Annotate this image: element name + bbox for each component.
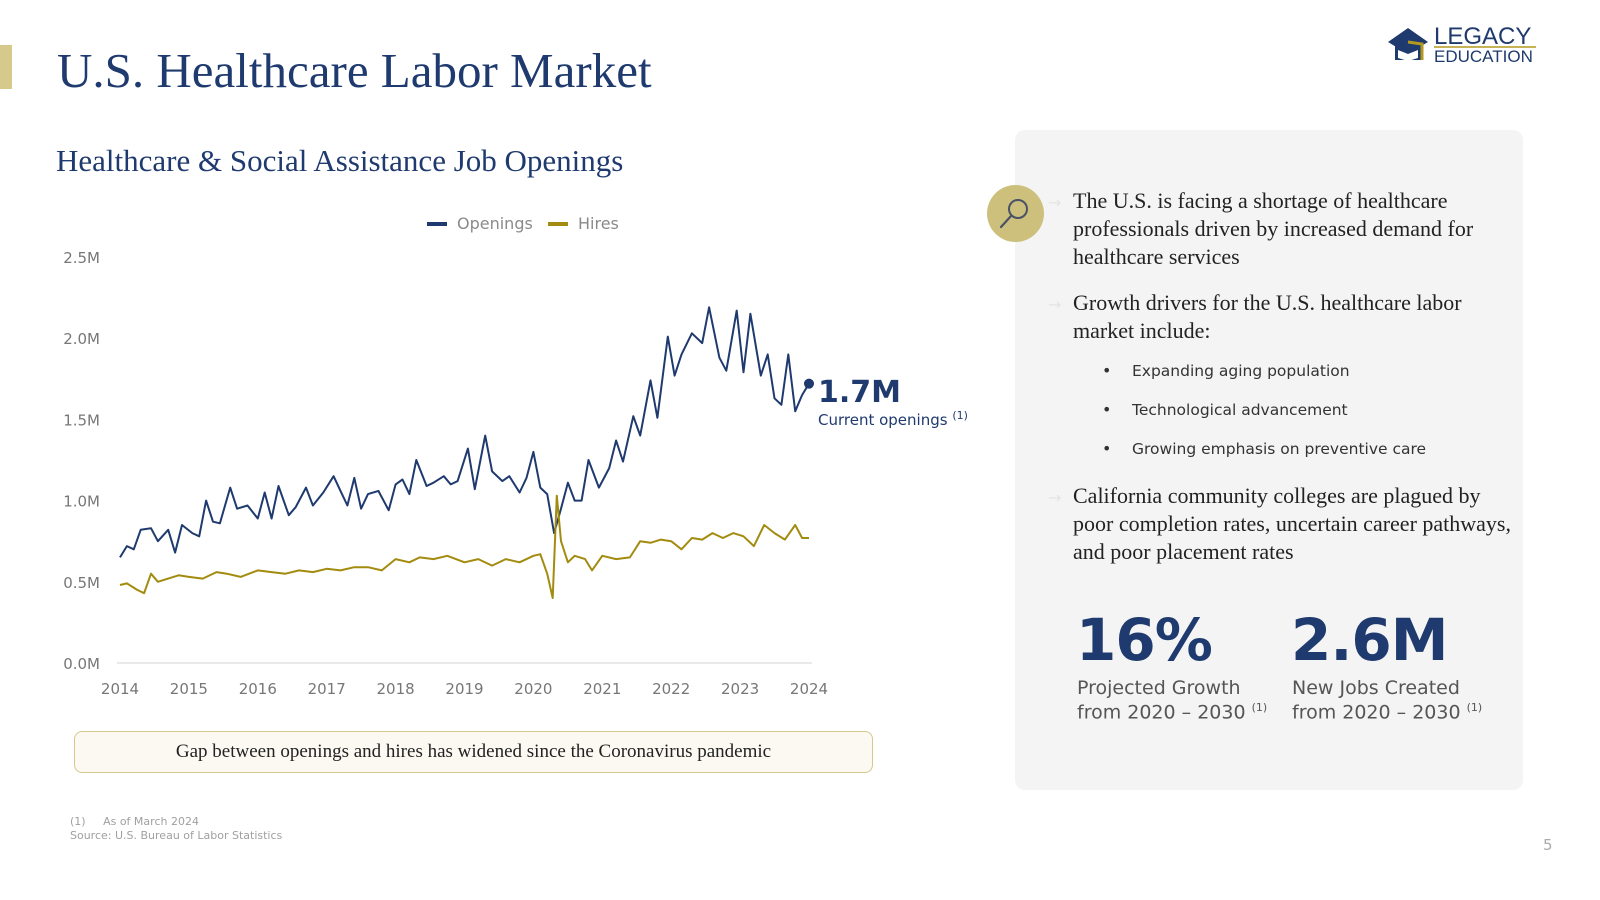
stat-growth-label-line1: Projected Growth [1077, 677, 1241, 699]
magnifying-glass-icon [987, 185, 1044, 242]
footnote-text: As of March 2024 [103, 815, 199, 828]
x-tick-label: 2016 [239, 680, 277, 698]
stat-growth-label: Projected Growth from 2020 – 2030 (1) [1077, 678, 1267, 722]
arrow-bullet-icon: → [1048, 295, 1062, 314]
source-note: Source: U.S. Bureau of Labor Statistics [70, 829, 283, 842]
y-tick-label: 2.0M [63, 330, 100, 348]
footnote-ref: (1) [952, 409, 968, 422]
sub-bullet-1: Expanding aging population [1132, 362, 1350, 380]
stat-jobs-label-line2: from 2020 – 2030 [1292, 701, 1461, 724]
stat-jobs-value: 2.6M [1291, 606, 1448, 674]
sub-bullet-2: Technological advancement [1132, 401, 1348, 419]
y-tick-label: 1.5M [63, 411, 100, 429]
current-openings-label: Current openings (1) [818, 409, 968, 429]
current-openings-point [804, 378, 814, 389]
x-tick-label: 2018 [377, 680, 415, 698]
x-tick-label: 2019 [445, 680, 483, 698]
sub-bullet-dot: • [1102, 439, 1112, 458]
footnote-number: (1) [70, 815, 86, 828]
legend-swatch-openings [427, 221, 447, 226]
series-line-hires [119, 494, 809, 599]
footnote-ref: (1) [1466, 701, 1483, 714]
y-tick-label: 2.5M [63, 249, 100, 267]
sub-bullet-dot: • [1102, 400, 1112, 419]
accent-bar [0, 45, 12, 89]
x-tick-label: 2014 [101, 680, 139, 698]
y-tick-label: 1.0M [63, 493, 100, 511]
sub-bullet-dot: • [1102, 361, 1112, 380]
chart-title: Healthcare & Social Assistance Job Openi… [56, 143, 624, 178]
panel-bullet-2: Growth drivers for the U.S. healthcare l… [1073, 290, 1462, 343]
legend-label-openings: Openings [457, 214, 533, 233]
series-line-openings [119, 306, 810, 558]
stat-jobs-label-line1: New Jobs Created [1292, 677, 1460, 699]
current-openings-value: 1.7M [818, 375, 901, 410]
page-title: U.S. Healthcare Labor Market [57, 43, 652, 98]
legacy-education-logo: LEGACY EDUCATION [1388, 23, 1536, 66]
x-tick-label: 2021 [583, 680, 621, 698]
footnote-ref: (1) [1251, 701, 1268, 714]
x-tick-label: 2015 [170, 680, 208, 698]
x-tick-label: 2022 [652, 680, 690, 698]
gap-callout: Gap between openings and hires has widen… [74, 731, 873, 773]
arrow-bullet-icon: → [1048, 193, 1062, 212]
y-tick-label: 0.0M [63, 655, 100, 673]
footnote-1: (1) As of March 2024 [70, 815, 199, 828]
legend-hires: Hires [548, 214, 619, 233]
x-tick-label: 2024 [790, 680, 828, 698]
stat-growth-value: 16% [1076, 606, 1213, 674]
current-openings-text: Current openings [818, 411, 948, 429]
panel-bullet-3: California community colleges are plague… [1073, 483, 1511, 564]
stat-jobs-label: New Jobs Created from 2020 – 2030 (1) [1292, 678, 1482, 722]
x-tick-label: 2017 [308, 680, 346, 698]
logo-line1: LEGACY [1434, 23, 1531, 50]
panel-bullet-1: The U.S. is facing a shortage of healthc… [1073, 188, 1474, 269]
legend-openings: Openings [427, 214, 533, 233]
x-tick-label: 2020 [514, 680, 552, 698]
logo-line2: EDUCATION [1434, 47, 1533, 66]
insights-panel [1015, 130, 1523, 790]
x-tick-label: 2023 [721, 680, 759, 698]
page-number: 5 [1543, 836, 1553, 854]
stat-growth-label-line2: from 2020 – 2030 [1077, 701, 1246, 724]
arrow-bullet-icon: → [1048, 488, 1062, 507]
legend-swatch-hires [548, 221, 568, 226]
sub-bullet-3: Growing emphasis on preventive care [1132, 440, 1427, 458]
y-tick-label: 0.5M [63, 574, 100, 592]
legend-label-hires: Hires [578, 214, 619, 233]
gap-callout-text: Gap between openings and hires has widen… [175, 741, 772, 762]
